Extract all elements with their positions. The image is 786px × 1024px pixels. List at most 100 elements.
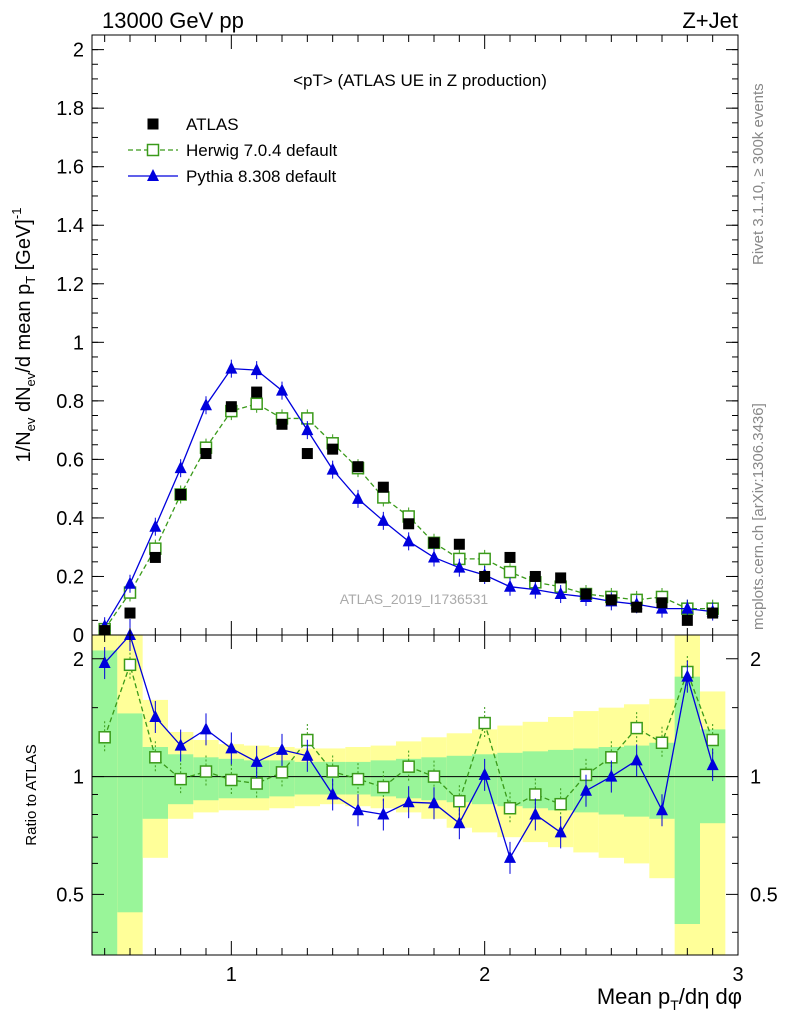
data-point xyxy=(504,551,516,563)
main-series xyxy=(98,359,719,639)
data-point xyxy=(276,418,288,430)
data-point xyxy=(251,386,263,398)
mcplots-label: mcplots.cern.ch [arXiv:1306.3436] xyxy=(750,403,767,630)
data-point xyxy=(529,582,542,595)
main-panel: <pT> (ATLAS UE in Z production) ATLAS_20… xyxy=(9,34,739,647)
data-point xyxy=(630,721,643,735)
y-tick-label: 0 xyxy=(73,625,84,647)
ratio-y-tick-label: 0.5 xyxy=(56,884,84,906)
y-tick-label: 1.8 xyxy=(56,98,84,120)
y-tick-label: 0.2 xyxy=(56,566,84,588)
data-point xyxy=(529,807,542,820)
data-point xyxy=(377,780,390,794)
data-point xyxy=(681,614,693,626)
data-point xyxy=(707,607,719,619)
data-point xyxy=(200,448,212,460)
data-point xyxy=(428,537,440,549)
data-point xyxy=(326,462,339,475)
data-point xyxy=(149,709,162,722)
data-point xyxy=(301,748,314,761)
data-point xyxy=(402,760,415,773)
data-point xyxy=(225,361,238,374)
data-point xyxy=(630,753,643,766)
legend-label: Pythia 8.308 default xyxy=(186,167,337,186)
data-point xyxy=(554,797,567,811)
data-point xyxy=(580,783,592,796)
data-point xyxy=(529,788,542,801)
data-point xyxy=(428,550,440,563)
data-point xyxy=(124,607,136,619)
data-point xyxy=(225,401,237,413)
data-point xyxy=(352,491,364,504)
x-tick-label: 3 xyxy=(732,964,743,986)
data-point xyxy=(174,772,187,786)
y-tick-label: 1.6 xyxy=(56,157,84,179)
x-tick-label: 1 xyxy=(226,964,237,986)
data-point xyxy=(479,570,491,582)
data-point xyxy=(149,551,161,563)
data-point xyxy=(453,816,466,829)
data-point xyxy=(250,777,263,790)
data-point xyxy=(402,795,415,808)
legend: ATLAS Herwig 7.0.4 default Pythia 8.308 de… xyxy=(128,115,337,186)
ratio-y-axis: 0.5 0.5 1 1 2 2 xyxy=(56,649,778,933)
data-point xyxy=(250,754,263,767)
data-point xyxy=(453,560,466,573)
data-point xyxy=(225,741,238,754)
x-axis-label: Mean pT/dη dφ xyxy=(597,984,742,1013)
data-point xyxy=(503,801,517,815)
x-tick-label: 2 xyxy=(479,964,490,986)
data-point xyxy=(656,597,668,609)
data-point xyxy=(146,143,160,157)
data-point xyxy=(200,722,212,735)
data-point xyxy=(250,363,263,376)
data-point xyxy=(656,803,668,816)
data-point xyxy=(478,552,491,566)
data-point xyxy=(403,518,415,530)
data-point xyxy=(478,716,491,730)
data-point xyxy=(554,825,567,838)
data-point xyxy=(276,383,288,396)
data-point xyxy=(149,519,162,532)
data-point xyxy=(554,587,567,600)
data-point xyxy=(529,570,541,582)
data-point xyxy=(580,588,592,600)
data-point xyxy=(681,601,694,614)
y-tick-label: 0.6 xyxy=(56,449,84,471)
data-point xyxy=(301,423,314,436)
data-point xyxy=(98,731,111,744)
main-y-label-text: 1/Nev dNev/d mean pT [GeV]-1 xyxy=(9,208,38,463)
data-point xyxy=(275,766,289,779)
data-point xyxy=(631,601,643,613)
series-line xyxy=(104,367,713,627)
data-point xyxy=(706,758,719,771)
y-tick-label: 1.2 xyxy=(56,274,84,296)
data-point xyxy=(504,850,516,863)
svg-text:Rivet 3.1.10, ≥ 300k events: Rivet 3.1.10, ≥ 300k events xyxy=(750,83,767,265)
rivet-label: Rivet 3.1.10, ≥ 300k events xyxy=(750,83,767,265)
header-right: Z+Jet xyxy=(682,8,738,33)
data-point xyxy=(453,794,466,808)
data-point xyxy=(301,448,313,460)
data-point xyxy=(98,656,111,669)
legend-entry: ATLAS xyxy=(147,115,239,134)
data-point xyxy=(147,118,159,130)
legend-label: ATLAS xyxy=(186,115,239,134)
data-point xyxy=(453,538,465,550)
data-point xyxy=(326,787,339,800)
data-point xyxy=(655,736,669,750)
data-point xyxy=(402,534,415,547)
data-point xyxy=(478,767,491,780)
ratio-y-tick-label: 2 xyxy=(73,649,84,671)
inner-band-bin xyxy=(674,676,700,925)
data-point xyxy=(327,443,339,455)
ratio-y-tick-label-right: 1 xyxy=(750,767,761,789)
watermark: ATLAS_2019_I1736531 xyxy=(340,591,489,607)
series-atlas xyxy=(99,386,719,637)
data-point xyxy=(681,669,694,682)
data-point xyxy=(555,572,567,584)
y-tick-label: 0.8 xyxy=(56,391,84,413)
main-y-label: 1/Nev dNev/d mean pT [GeV]-1 xyxy=(9,208,38,463)
header-left: 13000 GeV pp xyxy=(102,8,244,33)
